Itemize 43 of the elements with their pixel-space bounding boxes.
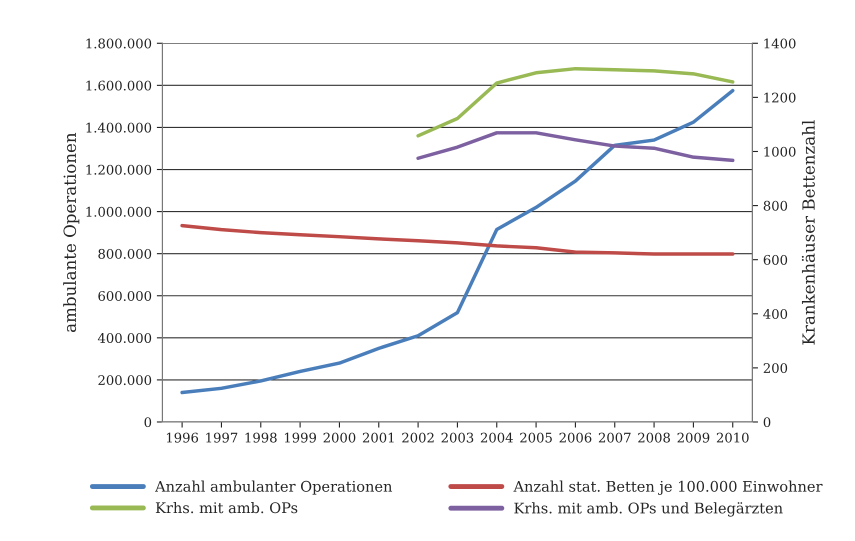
x-tick-label: 2000 xyxy=(324,432,356,443)
x-tick-label: 2009 xyxy=(678,432,710,443)
x-tick-label: 2010 xyxy=(716,432,749,443)
x-tick-label: 1996 xyxy=(166,432,198,443)
line-series xyxy=(416,66,734,138)
legend-label: Anzahl stat. Betten je 100.000 Einwohner xyxy=(513,480,822,495)
legend-label: Krhs. mit amb. OPs und Belegärzten xyxy=(514,502,783,517)
y-tick-label: 800.000 xyxy=(98,248,152,259)
x-tick-label: 2008 xyxy=(638,432,670,443)
x-tick-label: 2003 xyxy=(442,432,474,443)
x-tick-label: 2006 xyxy=(560,432,592,443)
x-tick-label: 2001 xyxy=(362,432,394,443)
x-tick-label: 2007 xyxy=(598,432,631,443)
line-series xyxy=(180,224,734,256)
x-tick-label: 2002 xyxy=(402,432,434,443)
y2-tick-label: 800 xyxy=(764,200,788,211)
x-tick-label: 1999 xyxy=(284,432,316,443)
x-tick-label: 1997 xyxy=(206,432,238,443)
y2-tick-label: 0 xyxy=(764,417,770,428)
y2-tick-label: 200 xyxy=(764,363,788,374)
y-tick-label: 1.400.000 xyxy=(86,122,152,133)
y2-tick-label: 600 xyxy=(764,254,788,265)
y-tick-label: 200.000 xyxy=(98,375,152,386)
y-tick-label: 600.000 xyxy=(98,290,152,301)
y-tick-label: 1.600.000 xyxy=(86,80,152,91)
line-series xyxy=(180,88,734,394)
legend-label: Krhs. mit amb. OPs xyxy=(156,502,298,514)
y-tick-label: 0 xyxy=(144,417,152,428)
y-tick-label: 400.000 xyxy=(98,333,152,344)
x-tick-label: 2005 xyxy=(520,432,552,443)
y2-tick-label: 400 xyxy=(763,309,788,319)
line-series xyxy=(416,131,734,162)
x-tick-label: 1998 xyxy=(246,432,277,443)
y-axis-title: ambulante Operationen xyxy=(63,132,80,332)
y2-axis-title: Krankenhäuser Bettenzahl xyxy=(802,120,815,345)
y-tick-label: 1.200.000 xyxy=(86,164,152,175)
y-tick-label: 1.800.000 xyxy=(86,38,152,48)
y-tick-label: 1.000.000 xyxy=(86,206,152,217)
y2-tick-label: 1000 xyxy=(764,146,796,157)
y2-tick-label: 1200 xyxy=(764,92,796,103)
y2-tick-label: 1400 xyxy=(764,38,796,48)
legend-label: Anzahl ambulanter Operationen xyxy=(154,480,392,495)
x-tick-label: 2004 xyxy=(480,432,513,443)
